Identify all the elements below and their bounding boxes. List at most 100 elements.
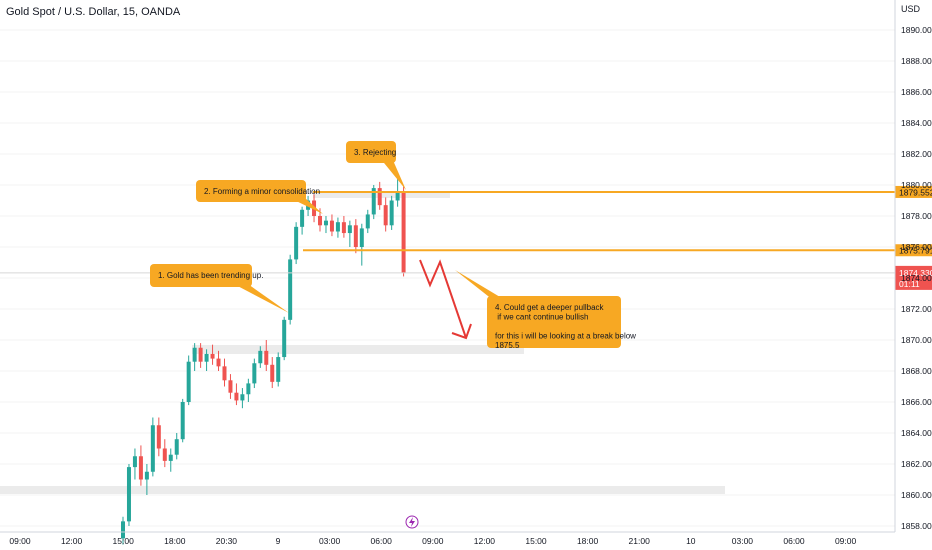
candle-body (222, 366, 227, 381)
callout-text-line: 1. Gold has been trending up. (158, 271, 263, 280)
candle-body (329, 220, 334, 232)
price-tick-label: 1888.000 (901, 56, 932, 66)
callout-text-line: if we cant continue bullish (495, 313, 588, 322)
candle-body (365, 214, 370, 229)
time-tick-label: 9 (276, 536, 281, 546)
price-tick-label: 1886.000 (901, 87, 932, 97)
price-tick-label: 1876.000 (901, 242, 932, 252)
time-tick-label: 09:00 (422, 536, 444, 546)
time-tick-label: 15:00 (113, 536, 135, 546)
candle-body (264, 350, 269, 365)
price-tick-label: 1860.000 (901, 490, 932, 500)
candle-body (371, 188, 376, 215)
candle-body (318, 216, 323, 226)
projection-arrow-head (451, 323, 472, 340)
candle-body (204, 353, 209, 362)
price-axis[interactable]: USD 1858.000 1860.000 1862.000 1864.000 1866.… (894, 0, 932, 532)
callout-pointer (380, 158, 406, 190)
candle-body (353, 225, 358, 247)
time-tick-label: 12:00 (474, 536, 496, 546)
callout-text: 3. Rejecting (354, 148, 396, 157)
level-price-tag (895, 244, 932, 257)
time-tick-label: 12:00 (61, 536, 83, 546)
candle-body (156, 425, 161, 449)
price-tick-label: 1878.000 (901, 211, 932, 221)
candle-body (210, 353, 215, 359)
callout-text-line: 4. Could get a deeper pullback (495, 303, 605, 312)
price-tick-label: 1890.000 (901, 25, 932, 35)
countdown-label: 01:11 (899, 279, 920, 289)
candle-body (341, 222, 346, 234)
level-price-tag (895, 185, 932, 198)
time-tick-label: 21:00 (629, 536, 651, 546)
time-tick-label: 03:00 (319, 536, 341, 546)
candle-body (138, 456, 143, 480)
callout-box (196, 180, 306, 202)
candle-body (395, 191, 400, 201)
candle-body (162, 448, 167, 461)
price-tick-label: 1880.000 (901, 180, 932, 190)
lightning-icon-glyph (409, 517, 415, 527)
annotation-callout: 4. Could get a deeper pullback if we can… (455, 270, 636, 350)
candles (121, 172, 406, 545)
price-tick-label: 1868.000 (901, 366, 932, 376)
callout-box (487, 296, 621, 348)
current-price-label: 1874.330 (899, 268, 932, 278)
candle-body (246, 383, 251, 395)
currency-label: USD (901, 4, 921, 14)
candle-body (216, 358, 221, 367)
candle-body (174, 439, 179, 455)
callout-text-line: for this i will be looking at a break be… (495, 332, 636, 341)
candle-body (180, 402, 185, 440)
callout-text-line: 1875.5 (495, 341, 520, 350)
candle-body (234, 392, 239, 401)
time-tick-label: 20:30 (216, 536, 238, 546)
price-tick-label: 1884.000 (901, 118, 932, 128)
level-price-label: 1879.552 (899, 187, 932, 197)
time-tick-label: 10 (686, 536, 696, 546)
candle-body (144, 471, 149, 480)
time-tick-label: 15:00 (525, 536, 547, 546)
candle-body (228, 380, 233, 393)
support-zone-low (0, 486, 725, 494)
callout-text: 1. Gold has been trending up. (158, 271, 263, 280)
candle-body (401, 191, 406, 273)
time-axis[interactable]: 09:00 12:00 15:00 18:00 20:30 9 03:00 06:00 09:0… (0, 531, 895, 546)
callout-text: 2. Forming a minor consolidation (204, 187, 320, 196)
candle-body (121, 521, 125, 539)
level-price-label: 1875.791 (899, 246, 932, 256)
time-tick-label: 06:00 (371, 536, 393, 546)
price-tick-label: 1858.000 (901, 521, 932, 531)
projection-arrow (419, 259, 467, 339)
candle-body (258, 350, 263, 364)
annotation-callout: 2. Forming a minor consolidation (196, 180, 323, 214)
time-tick-label: 18:00 (164, 536, 186, 546)
callout-text-line: 2. Forming a minor consolidation (204, 187, 320, 196)
callout-box (346, 141, 396, 163)
candle-body (359, 228, 364, 247)
time-tick-label: 09:00 (9, 536, 31, 546)
candle-body (389, 200, 394, 226)
price-tick-label: 1872.000 (901, 304, 932, 314)
annotation-callout: 3. Rejecting (346, 141, 406, 190)
current-price-tag (895, 265, 932, 290)
candle-body (294, 226, 299, 260)
annotation-drawings: 1. Gold has been trending up. 2. Forming … (150, 141, 636, 529)
support-zone-mid (192, 345, 524, 354)
candle-body (282, 319, 287, 358)
price-tick-label: 1864.000 (901, 428, 932, 438)
candle-body (150, 425, 155, 472)
callout-pointer (230, 282, 289, 313)
time-tick-label: 18:00 (577, 536, 599, 546)
time-tick-label: 06:00 (783, 536, 805, 546)
candle-body (252, 363, 257, 384)
callout-text-line: 3. Rejecting (354, 148, 396, 157)
candle-body (270, 364, 275, 382)
candle-body (347, 225, 352, 234)
callout-text: 4. Could get a deeper pullback if we can… (495, 303, 636, 350)
price-tick-label: 1882.000 (901, 149, 932, 159)
annotation-callout: 1. Gold has been trending up. (150, 264, 289, 313)
candle-body (132, 456, 137, 468)
price-tick-label: 1874.000 (901, 273, 932, 283)
